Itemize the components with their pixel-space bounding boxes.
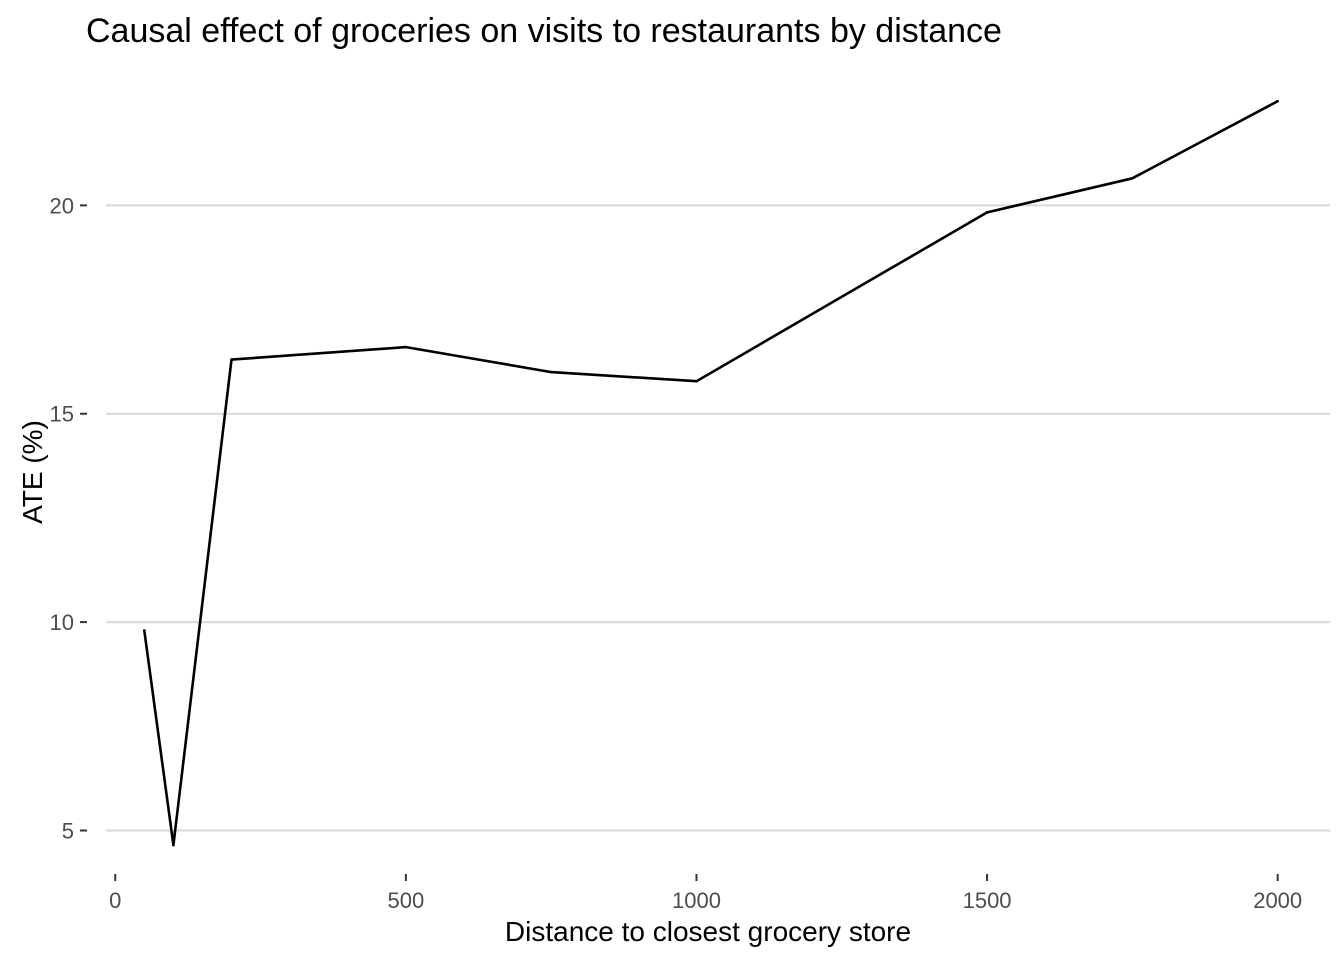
data-point [143, 629, 146, 632]
y-axis: 5 10 15 20 [50, 193, 87, 843]
chart-title: Causal effect of groceries on visits to … [86, 12, 1002, 50]
y-axis-title: ATE (%) [17, 420, 48, 524]
x-axis-title: Distance to closest grocery store [505, 916, 911, 947]
x-tick-label: 0 [109, 888, 121, 913]
x-tick-label: 1500 [963, 888, 1012, 913]
gridlines [106, 204, 1330, 832]
data-point [1276, 99, 1279, 103]
series-line [143, 100, 1279, 847]
y-tick-label: 10 [50, 610, 74, 635]
x-tick-label: 2000 [1253, 888, 1302, 913]
y-tick-label: 5 [62, 818, 74, 843]
y-tick-label: 15 [50, 402, 74, 427]
data-point [172, 843, 175, 847]
data-point [549, 370, 553, 374]
data-point [404, 345, 408, 349]
data-point [985, 211, 989, 214]
data-point [695, 379, 698, 383]
x-tick-label: 1000 [672, 888, 721, 913]
data-point [1131, 176, 1134, 180]
data-point [230, 358, 233, 361]
series-layer [143, 99, 1279, 847]
x-axis: 0 500 1000 1500 2000 [109, 874, 1302, 913]
y-tick-label: 20 [50, 193, 74, 218]
x-tick-label: 500 [387, 888, 424, 913]
